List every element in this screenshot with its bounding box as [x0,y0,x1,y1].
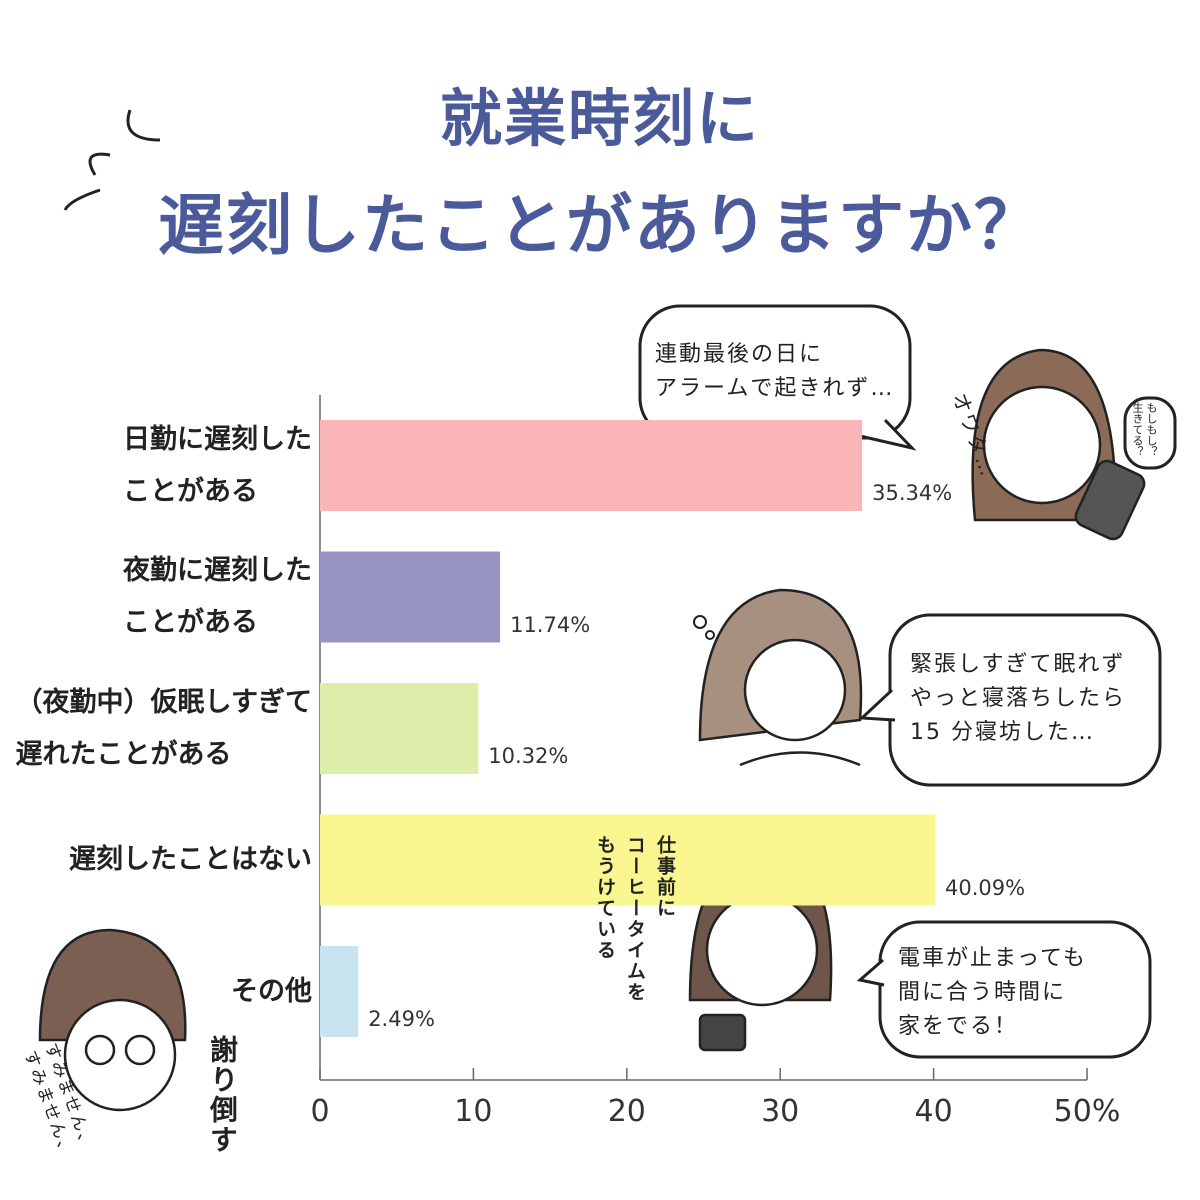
annotation: 謝り倒す [206,1035,239,1155]
bar [320,551,501,643]
value-label: 35.34% [872,481,953,505]
category-label: 夜勤に遅刻した ことがある [123,555,312,638]
annotation: 連動最後の日に アラームで起きれず… [655,342,895,401]
title: 遅刻したことがありますか？ [158,187,1042,264]
annotation: 電車が止まっても 間に合う時間に 家をでる！ [898,946,1087,1039]
bar [320,683,479,774]
x-tick-label: 20 [607,1094,646,1129]
x-tick-label: 0 [310,1094,330,1129]
category-label: 日勤に遅刻した ことがある [123,423,312,507]
annotation: 緊張しすぎて眠れず やっと寝落ちしたら 15 分寝坊した… [910,652,1127,745]
value-label: 11.74% [510,612,591,637]
bar [320,946,359,1037]
title: 就業時刻に [439,82,760,155]
value-label: 40.09% [944,875,1026,900]
bar [320,420,863,511]
annotation: 仕事前に コーヒータイムを もうけている [594,835,676,1003]
category-label: その他 [231,975,312,1007]
category-label: （夜勤中）仮眠しすぎて 遅れたことがある [15,686,312,770]
x-tick-label: 10 [454,1094,493,1129]
value-label: 2.49% [368,1007,435,1031]
x-tick-label: 30 [761,1094,800,1129]
bar [320,814,935,906]
dots [693,615,715,640]
x-tick-label: 50% [1053,1094,1121,1129]
burst [63,109,161,211]
value-label: 10.32% [488,744,569,768]
annotation: もしもし？ 生きてる？ [1131,402,1158,457]
illustrations [38,348,1146,1112]
category-label: 遅刻したことはない [69,844,312,875]
bubbles [638,304,1177,1059]
x-tick-label: 40 [914,1094,953,1129]
